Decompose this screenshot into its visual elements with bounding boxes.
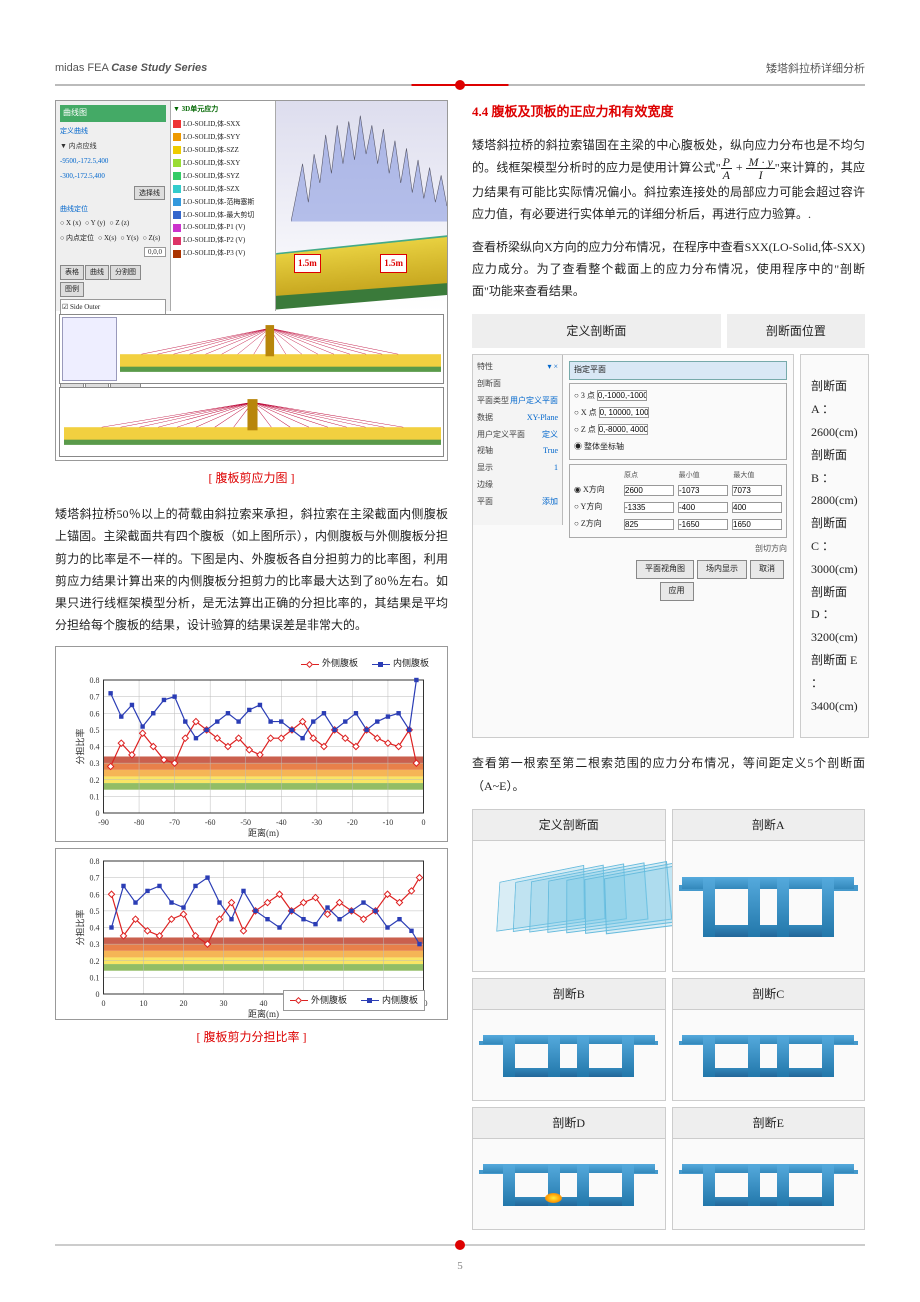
svg-text:-60: -60: [205, 818, 216, 827]
header-series: midas FEA Case Study Series: [55, 62, 207, 74]
svg-text:0: 0: [422, 818, 426, 827]
svg-text:分担比率: 分担比率: [75, 728, 86, 764]
svg-text:0.1: 0.1: [90, 792, 100, 801]
svg-text:分担比率: 分担比率: [75, 909, 86, 945]
svg-text:-80: -80: [134, 818, 145, 827]
svg-text:0.3: 0.3: [90, 759, 100, 768]
svg-text:距离(m): 距离(m): [248, 827, 279, 838]
svg-text:0.2: 0.2: [90, 957, 100, 966]
para-shear: 矮塔斜拉桥50％以上的荷载由斜拉索来承担，斜拉索在主梁截面内侧腹板上锚固。主梁截…: [55, 503, 448, 636]
chart-shear-ratio-2: 00.10.20.30.40.50.60.70.8010203040506070…: [55, 848, 448, 1020]
svg-text:40: 40: [260, 999, 268, 1008]
svg-text:0.5: 0.5: [90, 907, 100, 916]
svg-text:-70: -70: [169, 818, 180, 827]
svg-text:0.6: 0.6: [90, 890, 100, 899]
fig2-caption: [ 腹板剪力分担比率 ]: [55, 1026, 448, 1048]
panel-define-3d: [473, 841, 665, 971]
apply-button[interactable]: 应用: [660, 582, 694, 601]
svg-text:-50: -50: [240, 818, 251, 827]
svg-text:0: 0: [96, 990, 100, 999]
svg-text:-90: -90: [98, 818, 109, 827]
svg-text:-30: -30: [311, 818, 322, 827]
svg-text:0.5: 0.5: [90, 726, 100, 735]
section-positions: 剖断面 A ：2600(cm)剖断面 B ：2800(cm)剖断面 C ：300…: [801, 355, 868, 737]
panel-section-e: [673, 1139, 865, 1229]
para-formula: 矮塔斜拉桥的斜拉索锚固在主梁的中心腹板处，纵向应力分布也是不均匀的。线框架模型分…: [472, 134, 865, 226]
panel-section-b: [473, 1010, 665, 1100]
page-number: 5: [457, 1260, 463, 1272]
svg-text:0.1: 0.1: [90, 973, 100, 982]
svg-text:10: 10: [140, 999, 148, 1008]
footer-rule: [55, 1240, 865, 1250]
elevation-1: [59, 314, 444, 384]
figure-shear-stress: 曲线图 定义曲线 ▼ 内点应线 -9500,-172.5,400 -300,-1…: [55, 100, 448, 461]
section-title: 4.4 腹板及顶板的正应力和有效宽度: [472, 100, 865, 124]
fea-3d-view: 1.5m 1.5m: [276, 101, 447, 311]
section-views: 定义剖断面 剖断A 剖断B 剖断C: [472, 809, 865, 1231]
svg-text:0.2: 0.2: [90, 776, 100, 785]
svg-text:0.8: 0.8: [90, 857, 100, 866]
svg-text:30: 30: [220, 999, 228, 1008]
panel-section-d: [473, 1139, 665, 1229]
elevation-2: [59, 387, 444, 457]
svg-text:0.7: 0.7: [90, 693, 100, 702]
svg-text:0.6: 0.6: [90, 709, 100, 718]
svg-text:-40: -40: [276, 818, 287, 827]
svg-text:20: 20: [180, 999, 188, 1008]
panel-section-c: [673, 1010, 865, 1100]
define-section-ui: 特性▾ ×剖断面平面类型用户定义平面数据XY-Plane用户定义平面定义视轴Tr…: [473, 355, 793, 525]
svg-text:-10: -10: [383, 818, 394, 827]
svg-text:-20: -20: [347, 818, 358, 827]
fig1-caption: [ 腹板剪应力图 ]: [55, 467, 448, 489]
svg-text:距离(m): 距离(m): [248, 1008, 279, 1019]
para-5sections: 查看第一根索至第二根索范围的应力分布情况，等间距定义5个剖断面（A~E）。: [472, 752, 865, 796]
fea-result-list: ▼ 3D单元应力 LO-SOLID,体-SXXLO-SOLID,体-SYYLO-…: [171, 101, 276, 311]
panel-section-a: [673, 841, 865, 971]
svg-text:0: 0: [102, 999, 106, 1008]
para-sxx: 查看桥梁纵向X方向的应力分布情况，在程序中查看SXX(LO-Solid,体-SX…: [472, 236, 865, 303]
table-define-section: 定义剖断面 剖断面位置 特性▾ ×剖断面平面类型用户定义平面数据XY-Plane…: [472, 314, 865, 738]
fea-settings-panel: 曲线图 定义曲线 ▼ 内点应线 -9500,-172.5,400 -300,-1…: [56, 101, 171, 311]
svg-text:0.3: 0.3: [90, 940, 100, 949]
svg-text:0.7: 0.7: [90, 874, 100, 883]
select-line-button[interactable]: 选择线: [134, 186, 165, 201]
header-doc-title: 矮塔斜拉桥详细分析: [766, 60, 865, 76]
svg-text:0.4: 0.4: [90, 923, 100, 932]
svg-text:0: 0: [96, 809, 100, 818]
svg-text:0.4: 0.4: [90, 742, 100, 751]
svg-text:0.8: 0.8: [90, 676, 100, 685]
chart-shear-ratio-1: 外侧腹板内侧腹板 00.10.20.30.40.50.60.70.8-90-80…: [55, 646, 448, 842]
